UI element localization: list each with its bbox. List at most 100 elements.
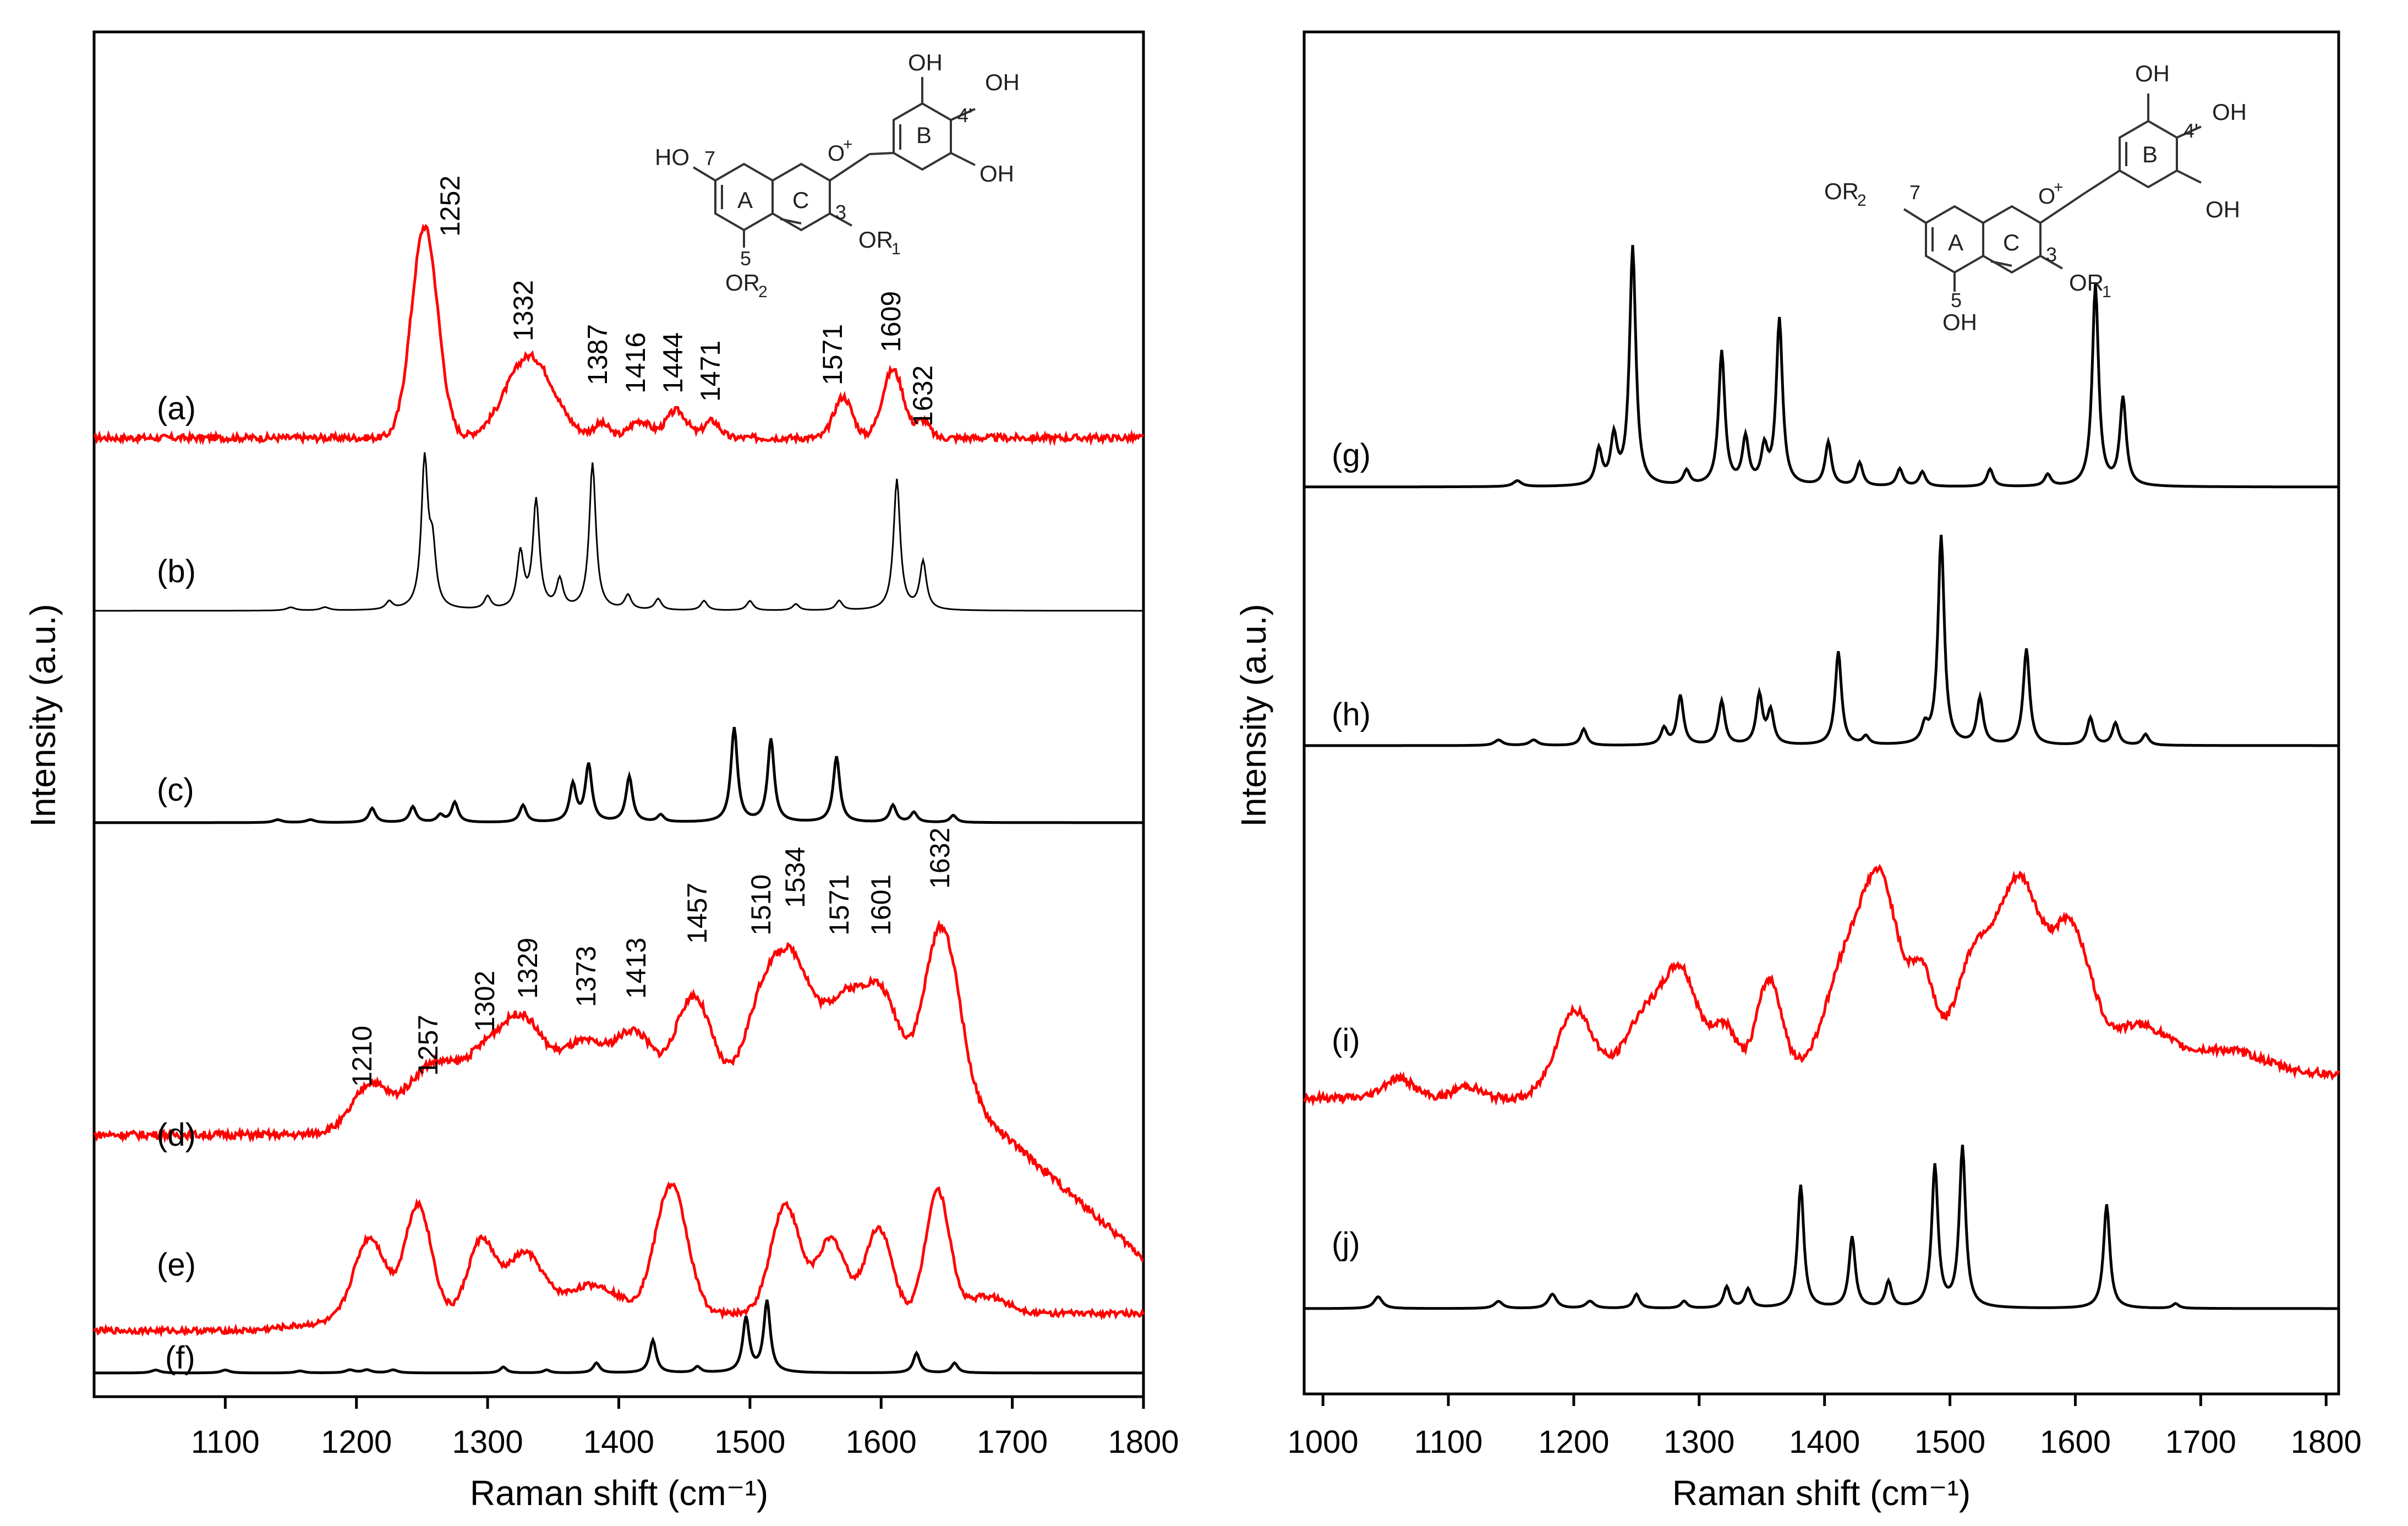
- svg-text:OH: OH: [979, 161, 1014, 187]
- peak-label-1534: 1534: [780, 847, 811, 908]
- x-tick-label-1200: 1200: [1538, 1424, 1609, 1460]
- svg-text:3: 3: [835, 201, 846, 223]
- svg-text:2: 2: [1857, 192, 1867, 210]
- right-series-group: [1302, 245, 2340, 1310]
- peak-label-1609: 1609: [875, 291, 906, 352]
- right-x-axis-label: Raman shift (cm⁻¹): [1672, 1473, 1971, 1513]
- svg-text:A: A: [1948, 229, 1963, 255]
- spectrum-a: [94, 223, 1144, 447]
- left-plot-frame: [92, 30, 1145, 1398]
- x-tick-label-1800: 1800: [2291, 1424, 2362, 1460]
- structure-labels-left: HO 7 A C O + 3 OR 1 5 OR 2 B OH 4' OH OH: [655, 50, 1020, 301]
- peak-label-1257: 1257: [413, 1015, 444, 1076]
- spectrum-d: [94, 919, 1144, 1262]
- x-tick-label-1700: 1700: [2165, 1424, 2236, 1460]
- x-tick-label-1300: 1300: [1663, 1424, 1734, 1460]
- anthocyanidin-structure-right: [1903, 94, 2202, 292]
- peak-label-1413: 1413: [621, 938, 652, 999]
- peak-label-1373: 1373: [571, 946, 601, 1007]
- svg-text:7: 7: [1909, 181, 1920, 204]
- x-tick-label-1400: 1400: [583, 1424, 654, 1460]
- x-tick-label-1400: 1400: [1789, 1424, 1860, 1460]
- spectrum-j: [1304, 1145, 2339, 1310]
- right-y-axis-label: Intensity (a.u.): [1234, 604, 1273, 827]
- peak-label-1416: 1416: [620, 332, 651, 393]
- svg-text:OR: OR: [725, 270, 760, 296]
- x-tick-label-1600: 1600: [846, 1424, 917, 1460]
- svg-text:O: O: [828, 141, 845, 166]
- peak-label-1571: 1571: [824, 874, 855, 936]
- series-label-b: (b): [157, 554, 196, 589]
- series-label-e: (e): [157, 1247, 196, 1283]
- spectrum-g: [1304, 245, 2339, 489]
- series-label-g: (g): [1332, 437, 1371, 473]
- svg-text:O: O: [2038, 184, 2055, 209]
- svg-text:OR: OR: [2069, 270, 2104, 296]
- svg-text:4': 4': [957, 104, 972, 127]
- svg-text:+: +: [843, 135, 853, 154]
- peak-label-1571: 1571: [817, 324, 848, 385]
- peak-label-1471: 1471: [695, 341, 726, 402]
- spectrum-i: [1302, 863, 2340, 1107]
- peak-label-1302: 1302: [469, 971, 500, 1032]
- series-label-h: (h): [1332, 697, 1371, 732]
- svg-text:A: A: [737, 187, 753, 213]
- spectrum-b: [94, 452, 1143, 612]
- spectrum-e: [93, 1181, 1145, 1338]
- x-tick-label-1500: 1500: [1914, 1424, 1985, 1460]
- svg-text:OR: OR: [1824, 178, 1859, 204]
- left-y-axis-label: Intensity (a.u.): [23, 604, 63, 827]
- peak-label-1329: 1329: [512, 938, 543, 999]
- left-x-ticks: 1100 1200 1300 1400 1500 1600 1700 1800: [191, 1397, 1179, 1460]
- svg-text:4': 4': [2183, 119, 2198, 142]
- svg-text:OH: OH: [2212, 99, 2247, 125]
- peak-label-1387: 1387: [582, 324, 613, 385]
- left-x-axis-label: Raman shift (cm⁻¹): [470, 1473, 768, 1513]
- x-tick-label-1800: 1800: [1108, 1424, 1179, 1460]
- spectrum-f: [94, 1299, 1144, 1375]
- series-label-c: (c): [157, 772, 194, 808]
- svg-text:OH: OH: [1942, 309, 1977, 335]
- series-label-a: (a): [157, 391, 196, 426]
- x-tick-label-1600: 1600: [2040, 1424, 2111, 1460]
- anthocyanidin-structure-left: [692, 77, 976, 248]
- svg-text:HO: HO: [655, 144, 689, 170]
- x-tick-label-1300: 1300: [452, 1424, 523, 1460]
- spectrum-h: [1304, 534, 2339, 747]
- peak-label-1601: 1601: [866, 874, 896, 936]
- svg-text:+: +: [2054, 178, 2064, 196]
- svg-text:OH: OH: [985, 69, 1020, 95]
- x-tick-label-1700: 1700: [977, 1424, 1048, 1460]
- peak-label-1252: 1252: [435, 176, 466, 237]
- x-tick-label-1100: 1100: [191, 1424, 260, 1460]
- svg-text:OH: OH: [908, 50, 943, 75]
- peak-label-1632: 1632: [907, 365, 938, 426]
- peak-label-1210: 1210: [347, 1026, 377, 1087]
- x-tick-label-1500: 1500: [714, 1424, 785, 1460]
- svg-text:OH: OH: [2205, 196, 2240, 222]
- svg-text:OR: OR: [858, 227, 893, 253]
- x-tick-label-1100: 1100: [1414, 1424, 1483, 1460]
- svg-text:3: 3: [2046, 243, 2057, 266]
- right-x-ticks: 1000 1100 1200 1300 1400 1500 1600 1700 1800: [1288, 1394, 2362, 1460]
- svg-text:5: 5: [1951, 289, 1962, 311]
- x-tick-label-1000: 1000: [1288, 1424, 1359, 1460]
- left-panel: 1100 1200 1300 1400 1500 1600 1700 1800 Raman s…: [23, 30, 1179, 1513]
- series-label-j: (j): [1332, 1226, 1360, 1262]
- svg-text:C: C: [2003, 229, 2020, 255]
- peak-label-1510: 1510: [746, 874, 776, 936]
- series-label-i: (i): [1332, 1022, 1360, 1058]
- peak-label-1332: 1332: [508, 280, 539, 341]
- peak-label-1632: 1632: [924, 828, 955, 889]
- left-series-group: [93, 223, 1145, 1375]
- svg-text:7: 7: [704, 147, 715, 169]
- peak-label-1444: 1444: [658, 332, 688, 393]
- svg-text:5: 5: [740, 247, 751, 270]
- x-tick-label-1200: 1200: [321, 1424, 392, 1460]
- svg-text:B: B: [2142, 141, 2158, 167]
- right-panel: 1000 1100 1200 1300 1400 1500 1600 1700 1800 Ram…: [1234, 30, 2362, 1513]
- svg-text:OH: OH: [2135, 61, 2170, 86]
- svg-text:B: B: [916, 122, 932, 148]
- svg-text:1: 1: [2102, 283, 2111, 301]
